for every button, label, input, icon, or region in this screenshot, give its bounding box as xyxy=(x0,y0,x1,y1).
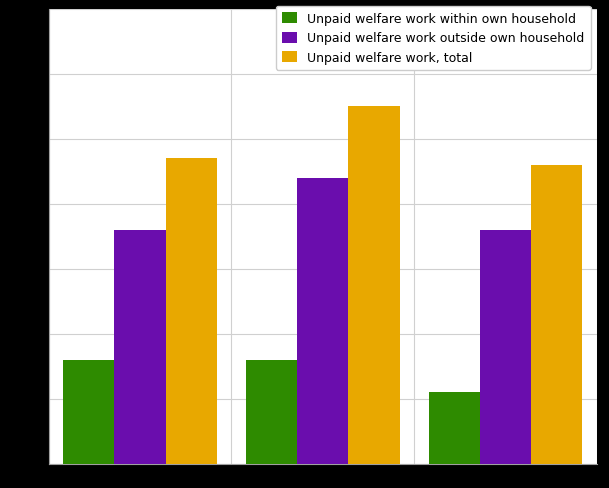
Bar xyxy=(63,360,114,464)
Bar xyxy=(166,159,217,464)
Bar xyxy=(348,107,400,464)
Bar xyxy=(297,178,348,464)
Bar xyxy=(246,360,297,464)
Bar xyxy=(429,392,480,464)
Bar xyxy=(531,165,582,464)
Legend: Unpaid welfare work within own household, Unpaid welfare work outside own househ: Unpaid welfare work within own household… xyxy=(276,7,591,71)
Bar xyxy=(114,230,166,464)
Bar xyxy=(480,230,531,464)
